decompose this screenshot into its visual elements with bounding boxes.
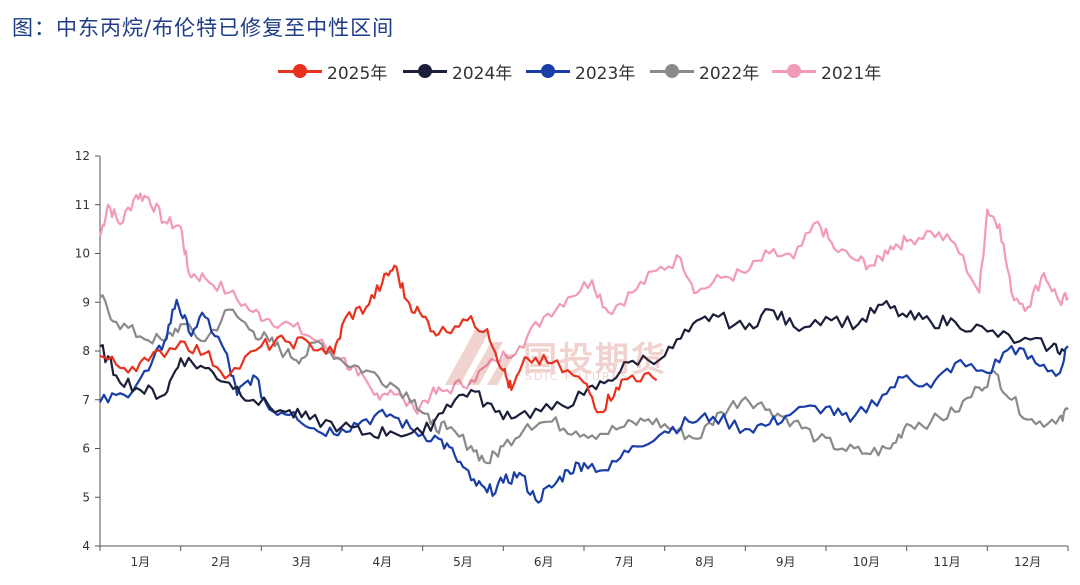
series-line-2025: [99, 264, 658, 414]
series-line-2023: [99, 298, 1069, 504]
legend-item: 2023年: [526, 58, 635, 84]
y-tick-label: 8: [82, 344, 90, 358]
chart-title: 图：中东丙烷/布伦特已修复至中性区间: [12, 16, 395, 40]
legend-label: 2023年: [575, 63, 636, 84]
y-tick-label: 10: [75, 247, 90, 261]
x-tick-label: 6月: [534, 555, 554, 569]
legend-swatch-icon: [650, 58, 694, 84]
x-tick-label: 12月: [1014, 555, 1041, 569]
x-tick-label: 4月: [373, 555, 393, 569]
x-tick-label: 5月: [453, 555, 473, 569]
series-line-2024: [99, 300, 1065, 440]
y-tick-label: 5: [82, 490, 90, 504]
legend-item: 2025年: [278, 58, 387, 84]
legend-label: 2024年: [452, 63, 513, 84]
y-tick-label: 4: [82, 539, 90, 553]
y-tick-label: 11: [75, 198, 90, 212]
series-line-2022: [99, 294, 1069, 465]
legend-label: 2021年: [821, 63, 882, 84]
legend-swatch-icon: [526, 58, 570, 84]
series-layer: [98, 192, 1069, 504]
legend-label: 2022年: [699, 63, 760, 84]
x-tick-label: 9月: [776, 555, 796, 569]
y-tick-label: 7: [82, 393, 90, 407]
x-tick-label: 7月: [615, 555, 635, 569]
legend-item: 2021年: [772, 58, 881, 84]
legend-swatch-icon: [403, 58, 447, 84]
x-tick-label: 8月: [695, 555, 715, 569]
x-tick-label: 10月: [853, 555, 880, 569]
legend-swatch-icon: [772, 58, 816, 84]
x-tick-label: 11月: [933, 555, 960, 569]
legend-item: 2024年: [403, 58, 512, 84]
legend: 2025年 2024年 2023年 2022年 2021年: [0, 58, 1080, 84]
y-tick-label: 9: [82, 295, 90, 309]
x-tick-label: 3月: [292, 555, 312, 569]
axes: 4 5 6 7 8 9 10 11 12 1月 2月 3月 4月 5月 6月 7月 8月 9月 10月 11月 12月: [75, 149, 1069, 569]
series-line-2021: [98, 192, 1069, 415]
legend-item: 2022年: [650, 58, 759, 84]
x-tick-label: 2月: [211, 555, 231, 569]
y-tick-label: 12: [75, 149, 90, 163]
x-tick-label: 1月: [131, 555, 151, 569]
legend-swatch-icon: [278, 58, 322, 84]
y-tick-label: 6: [82, 442, 90, 456]
legend-label: 2025年: [327, 63, 388, 84]
